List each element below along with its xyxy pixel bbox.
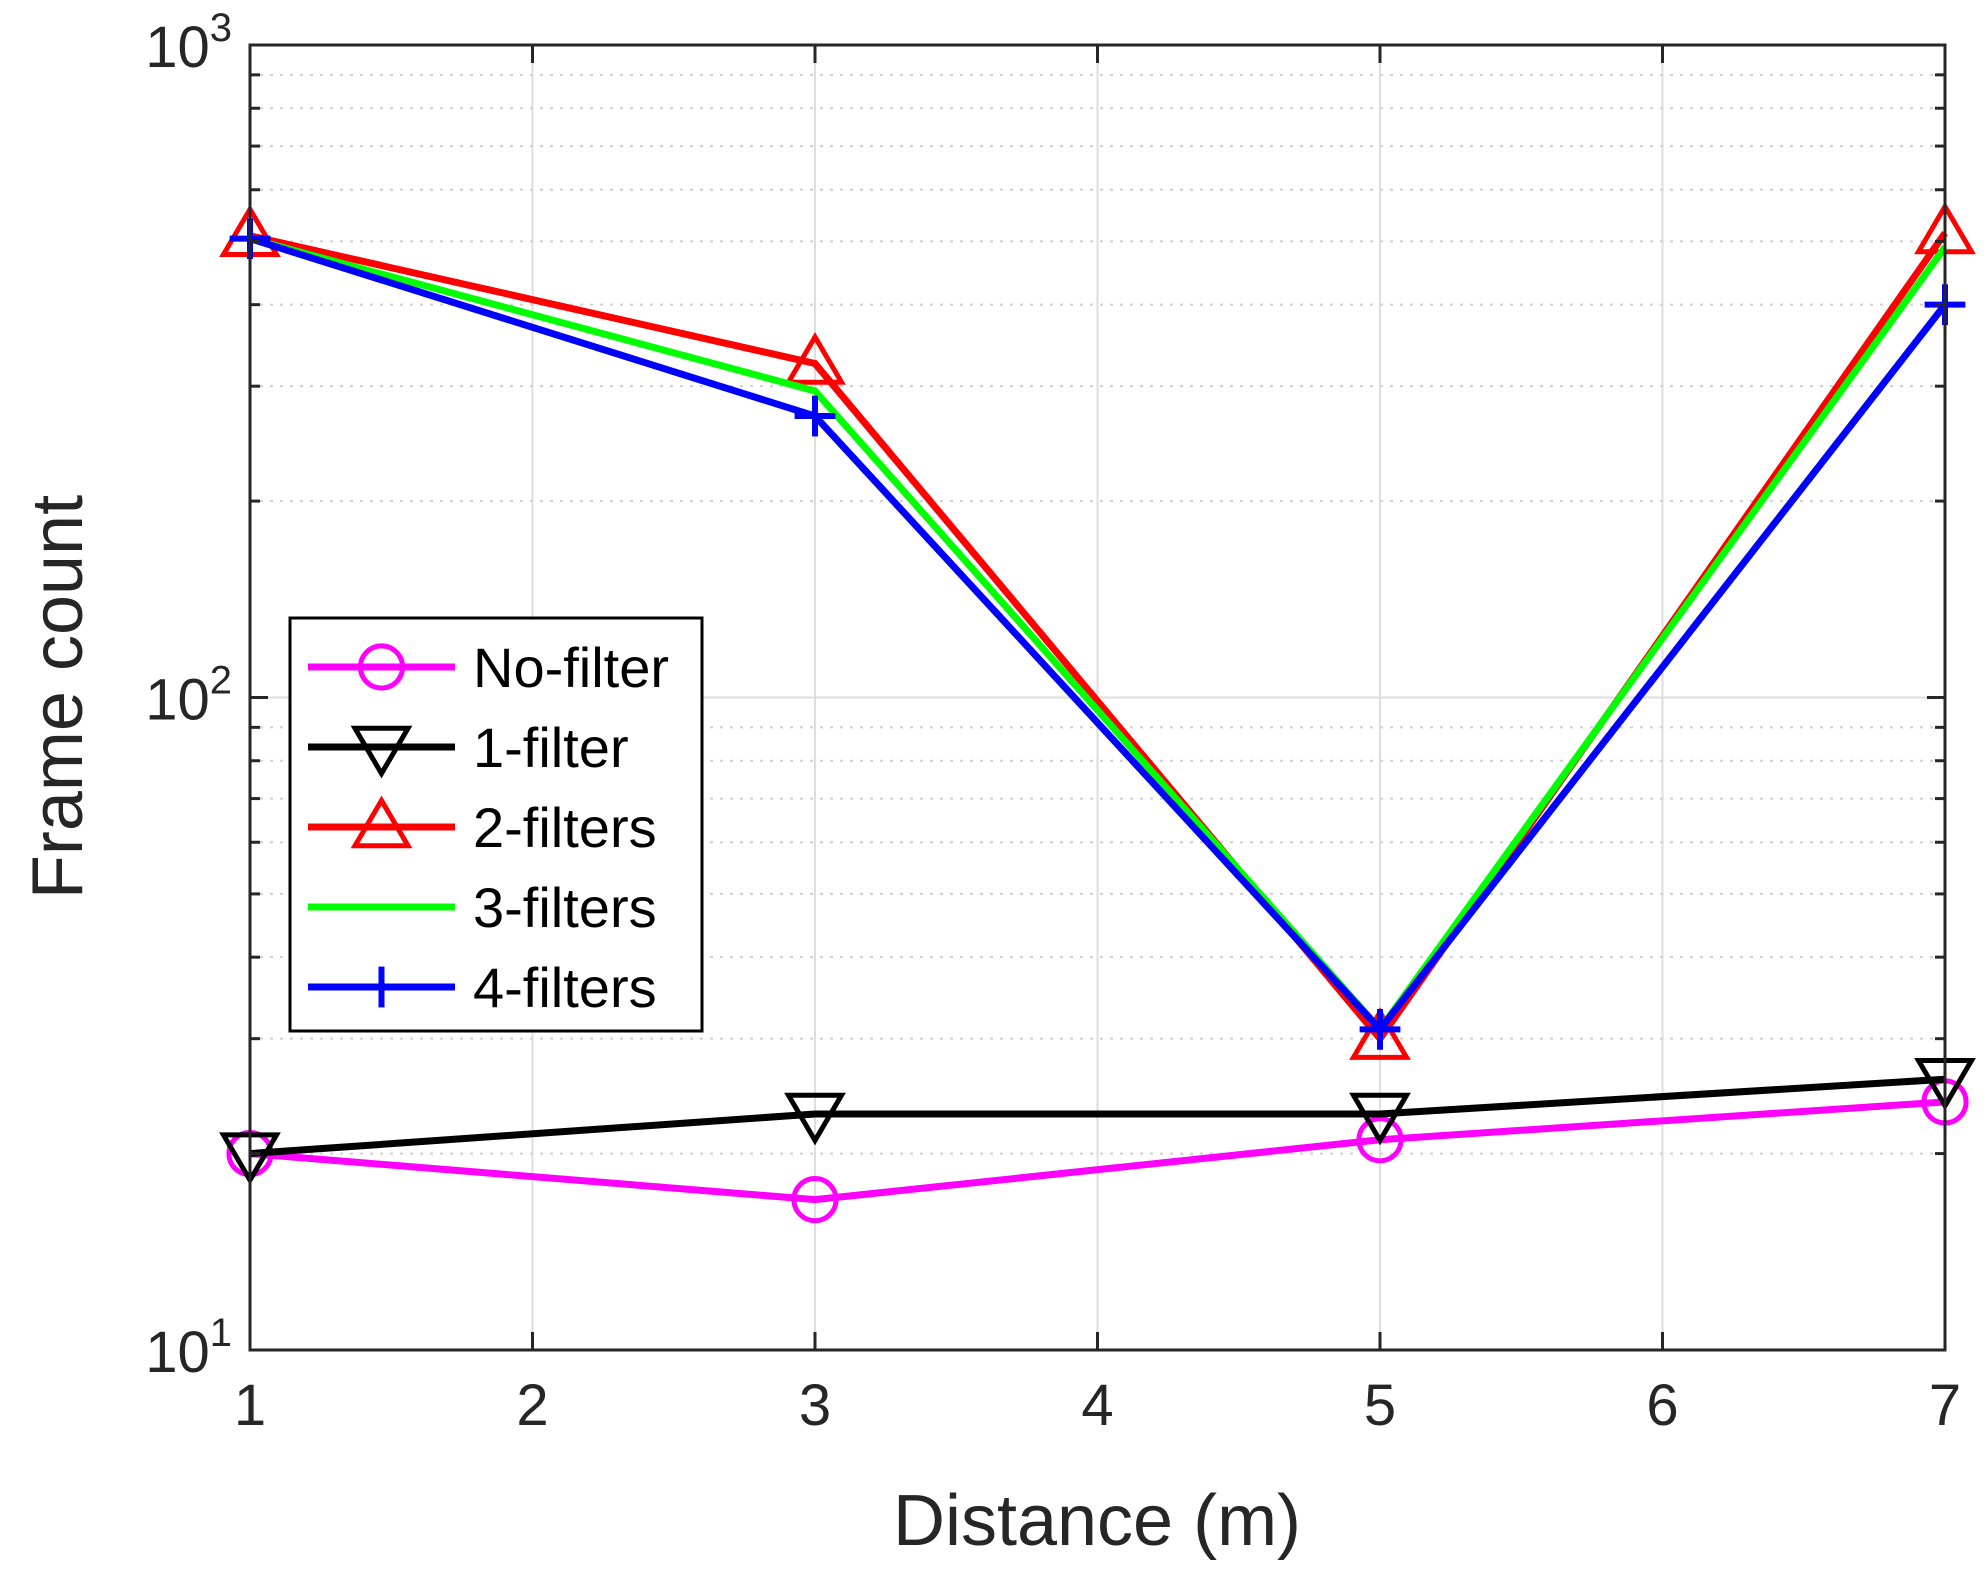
series-line (249, 1075, 1946, 1158)
legend-item: No-filter (308, 636, 669, 699)
series-line (248, 235, 1948, 1035)
x-tick-label: 7 (1929, 1373, 1961, 1438)
series-3-filters (249, 235, 1948, 1035)
marker-triangle-down (784, 1092, 846, 1146)
marker-triangle-down (1349, 1092, 1411, 1146)
marker-triangle-up (784, 332, 846, 385)
y-axis-title: Frame count (18, 495, 98, 899)
marker-triangle-up (1349, 1007, 1411, 1060)
y-tick-base: 10 (145, 1320, 210, 1385)
series-group (219, 201, 1976, 1224)
x-tick-label: 4 (1081, 1373, 1113, 1438)
y-tick-base: 10 (145, 668, 210, 733)
x-axis-title: Distance (m) (893, 1481, 1301, 1561)
y-tick-label: 103 (145, 6, 232, 80)
y-tick-label: 102 (145, 659, 232, 733)
x-tick-label: 1 (234, 1373, 266, 1438)
y-tick-base: 10 (145, 15, 210, 80)
marker-triangle-down (350, 725, 413, 779)
series-line (249, 235, 1948, 1035)
axis-ticks (248, 45, 1947, 1352)
y-tick-exponent: 3 (210, 6, 232, 50)
legend-label: 1-filter (473, 716, 629, 779)
x-tick-label: 5 (1364, 1373, 1396, 1438)
legend-label: No-filter (473, 636, 669, 699)
legend-box (288, 616, 704, 1033)
legend: No-filter 1-filter 2-filters 3-filters 4-fil… (288, 616, 704, 1033)
marker-circle (357, 643, 406, 691)
x-tick-label: 6 (1646, 1373, 1678, 1438)
legend-label: 4-filters (473, 956, 657, 1019)
marker-circle (791, 1176, 839, 1224)
x-tick-label: 3 (799, 1373, 831, 1438)
series-line (249, 1098, 1946, 1204)
marker-triangle-up (350, 795, 413, 849)
marker-circle (1356, 1116, 1404, 1164)
legend-item: 1-filter (308, 716, 629, 779)
x-tick-labels: 1 2 3 4 5 6 7 (234, 1373, 1961, 1438)
legend-item: 4-filters (308, 956, 657, 1019)
legend-label: 3-filters (473, 876, 657, 939)
y-tick-label: 101 (145, 1311, 232, 1385)
y-tick-exponent: 1 (210, 1311, 232, 1355)
legend-item: 2-filters (308, 795, 657, 859)
legend-item: 3-filters (308, 876, 657, 939)
legend-label: 2-filters (473, 796, 657, 859)
y-tick-exponent: 2 (210, 659, 232, 703)
x-tick-label: 2 (516, 1373, 548, 1438)
